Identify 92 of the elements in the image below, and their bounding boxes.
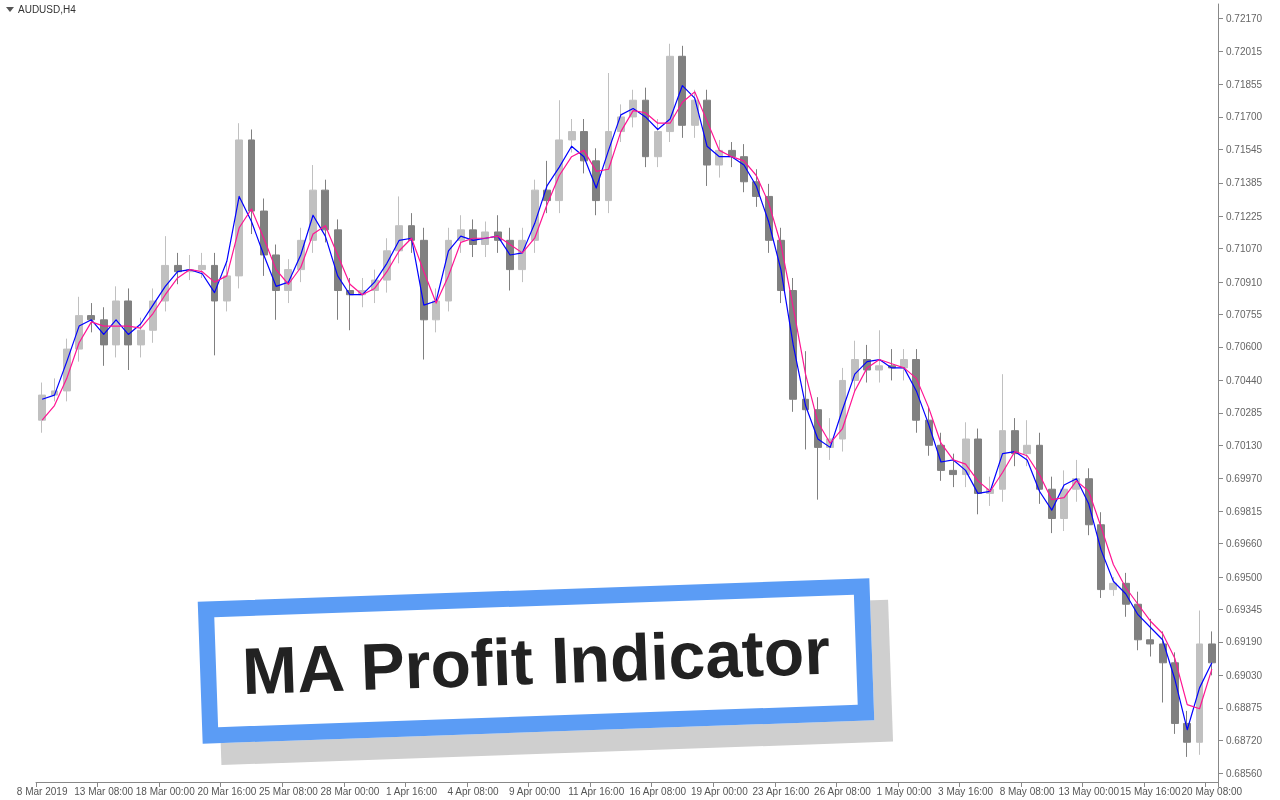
candlestick (260, 198, 268, 277)
y-tick-label: 0.70130 (1226, 439, 1263, 451)
y-tick-label: 0.69030 (1226, 669, 1263, 681)
y-tick-label: 0.69815 (1226, 505, 1263, 517)
y-tick-label: 0.70440 (1226, 374, 1263, 386)
candlestick (999, 373, 1006, 503)
x-tick-label: 13 Mar 08:00 (74, 785, 134, 797)
candlestick (235, 122, 243, 289)
candlestick (1208, 630, 1216, 676)
x-tick-label: 28 Mar 00:00 (320, 785, 380, 797)
candlestick (248, 128, 255, 235)
candlestick (1134, 591, 1142, 651)
candlestick (568, 118, 576, 153)
y-tick-label: 0.72170 (1226, 13, 1263, 25)
candlestick (678, 45, 686, 139)
y-tick-label: 0.70755 (1226, 309, 1263, 321)
x-tick-label: 16 Apr 08:00 (629, 785, 687, 797)
candlestick (654, 118, 662, 168)
candlestick (408, 212, 415, 254)
x-tick-label: 4 Apr 08:00 (447, 785, 500, 797)
y-tick-label: 0.71225 (1226, 210, 1263, 222)
candlestick (1159, 630, 1167, 704)
candlestick (1036, 432, 1043, 505)
x-tick-label: 23 Apr 16:00 (752, 785, 810, 797)
candlestick (1023, 419, 1031, 467)
candlestick (1060, 469, 1068, 532)
candlestick (962, 421, 970, 488)
candlestick (642, 87, 649, 168)
y-tick-label: 0.71855 (1226, 79, 1263, 91)
x-tick-label: 13 May 00:00 (1058, 785, 1120, 797)
x-tick-label: 18 Mar 00:00 (135, 785, 196, 797)
y-tick-label: 0.69190 (1226, 636, 1263, 648)
x-tick-label: 26 Apr 08:00 (814, 785, 872, 797)
annotation: AUDUSD,H4 (18, 4, 76, 15)
y-tick-label: 0.69970 (1226, 473, 1263, 485)
candlestick (198, 252, 206, 279)
y-tick-label: 0.71070 (1226, 243, 1263, 255)
y-tick-label: 0.68720 (1226, 734, 1263, 746)
x-tick-label: 1 Apr 16:00 (385, 785, 438, 797)
candlestick (321, 179, 329, 243)
candlestick (309, 164, 317, 254)
y-tick-label: 0.70285 (1226, 407, 1263, 419)
candlestick (605, 72, 612, 214)
candlestick (506, 227, 514, 292)
y-tick-label: 0.68560 (1226, 768, 1263, 780)
y-tick-label: 0.69345 (1226, 603, 1263, 615)
candlestick (395, 195, 403, 264)
candlestick (875, 329, 883, 384)
candlestick (420, 227, 428, 361)
candlestick (432, 287, 440, 333)
y-tick-label: 0.68875 (1226, 702, 1263, 714)
x-tick-label: 20 Mar 16:00 (197, 785, 257, 797)
x-tick-label: 3 May 16:00 (938, 785, 994, 797)
y-tick-label: 0.69500 (1226, 571, 1263, 583)
x-tick-label: 15 May 16:00 (1119, 785, 1182, 797)
candlestick (38, 382, 46, 434)
candlestick (703, 89, 711, 187)
x-tick-label: 9 Apr 00:00 (509, 785, 561, 797)
x-tick-label: 20 May 08:00 (1181, 785, 1243, 797)
x-tick-label: 25 Mar 08:00 (258, 785, 319, 797)
candlestick (211, 252, 218, 356)
candlestick (137, 317, 145, 358)
candlestick (112, 285, 120, 358)
candlestick (481, 221, 489, 258)
candlestick (900, 348, 908, 381)
y-tick-label: 0.70910 (1226, 276, 1263, 288)
y-tick-label: 0.70600 (1226, 341, 1263, 353)
x-tick-label: 11 Apr 16:00 (568, 785, 625, 797)
candlestick (1146, 618, 1154, 658)
x-tick-label: 19 Apr 00:00 (690, 785, 749, 797)
x-tick-label: 8 May 08:00 (999, 785, 1056, 797)
candlestick (1196, 610, 1203, 756)
y-tick-label: 0.71385 (1226, 177, 1263, 189)
y-tick-label: 0.71545 (1226, 143, 1263, 155)
candlestick (912, 348, 920, 434)
y-tick-label: 0.69660 (1226, 538, 1263, 550)
candlestick (124, 287, 132, 371)
candlestick (974, 428, 982, 515)
candlestick (555, 99, 563, 214)
candlestick (174, 252, 182, 285)
x-tick-label: 1 May 00:00 (876, 785, 932, 797)
candlestick (87, 302, 95, 333)
candlestick (1109, 576, 1117, 597)
y-tick-label: 0.72015 (1226, 45, 1263, 57)
x-tick-label: 8 Mar 2019 (16, 785, 68, 797)
y-tick-label: 0.71700 (1226, 111, 1263, 123)
candlestick (851, 340, 859, 392)
candlestick (223, 262, 231, 312)
candlestick (728, 141, 736, 168)
candlestick (666, 43, 674, 143)
candlestick (1011, 417, 1019, 467)
candlestick (949, 453, 957, 488)
